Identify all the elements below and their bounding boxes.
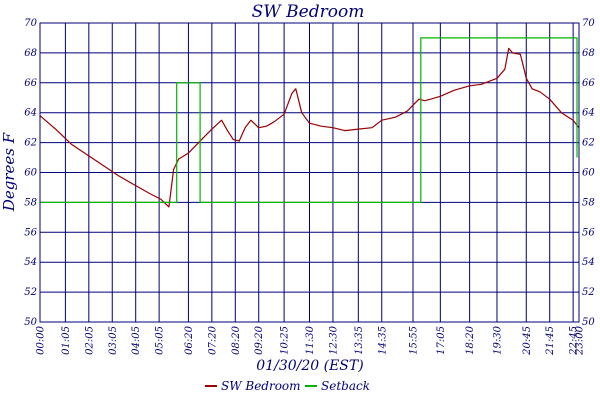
y-tick-label-right: 68 bbox=[582, 48, 595, 59]
x-tick-label: 01:05 bbox=[61, 326, 72, 355]
x-tick-label: 11:30 bbox=[305, 325, 316, 354]
legend: SW Bedroom Setback bbox=[205, 379, 370, 393]
y-tick-label: 52 bbox=[24, 287, 37, 298]
x-tick-label: 08:20 bbox=[231, 325, 242, 354]
x-tick-label: 17:05 bbox=[436, 326, 447, 355]
x-tick-label: 22:45 bbox=[569, 326, 580, 356]
y-tick-label-right: 62 bbox=[582, 138, 595, 149]
x-tick-label: 14:35 bbox=[377, 326, 388, 355]
plot-frame bbox=[39, 22, 580, 323]
x-tick-labels: 00:00 01:05 02:05 03:05 04:05 05:05 06:20 07:20… bbox=[36, 325, 586, 355]
y-tick-label: 50 bbox=[24, 317, 37, 328]
x-tick-label: 03:05 bbox=[108, 326, 119, 355]
x-tick-label: 21:45 bbox=[545, 326, 556, 356]
x-tick-label: 20:45 bbox=[522, 326, 533, 356]
x-tick-label: 06:20 bbox=[184, 325, 195, 354]
x-tick-label: 13:35 bbox=[354, 326, 365, 355]
x-tick-label: 00:00 bbox=[36, 325, 47, 354]
x-tick-label: 05:05 bbox=[155, 326, 166, 355]
y-tick-labels-right: 50 52 54 56 58 60 62 64 66 68 70 bbox=[582, 18, 595, 328]
x-tick-label: 10:25 bbox=[280, 326, 291, 355]
y-tick-label: 60 bbox=[24, 168, 37, 179]
y-axis-label: Degrees F bbox=[0, 132, 18, 212]
y-tick-label-right: 56 bbox=[582, 227, 595, 238]
x-tick-label: 12:30 bbox=[328, 325, 339, 354]
y-tick-label: 64 bbox=[24, 108, 37, 119]
x-tick-label: 18:20 bbox=[465, 325, 476, 354]
chart-title: SW Bedroom bbox=[252, 2, 365, 22]
legend-label: Setback bbox=[321, 379, 370, 393]
grid bbox=[39, 22, 580, 323]
y-tick-label: 68 bbox=[24, 48, 37, 59]
y-tick-label-right: 64 bbox=[582, 108, 595, 119]
x-tick-label: 23:00 bbox=[575, 325, 586, 355]
y-tick-label: 70 bbox=[24, 18, 37, 29]
x-tick-label: 07:20 bbox=[207, 325, 218, 354]
y-tick-label-right: 50 bbox=[582, 317, 595, 328]
series-line-1 bbox=[40, 37, 578, 203]
y-tick-label-right: 52 bbox=[582, 287, 595, 298]
x-tick-label: 02:05 bbox=[84, 326, 95, 355]
y-tick-label-right: 70 bbox=[582, 18, 595, 29]
y-tick-label: 66 bbox=[24, 78, 37, 89]
y-tick-label: 58 bbox=[24, 197, 37, 208]
legend-label: SW Bedroom bbox=[221, 379, 301, 393]
y-tick-label: 62 bbox=[24, 138, 37, 149]
x-tick-label: 15:55 bbox=[409, 326, 420, 355]
y-tick-label-right: 60 bbox=[582, 168, 595, 179]
y-tick-label: 54 bbox=[24, 257, 37, 268]
series-line-0 bbox=[39, 47, 580, 208]
x-tick-label: 19:30 bbox=[492, 325, 503, 354]
y-tick-label: 56 bbox=[24, 227, 37, 238]
y-tick-label-right: 58 bbox=[582, 197, 595, 208]
y-tick-labels-left: 50 52 54 56 58 60 62 64 66 68 70 bbox=[24, 18, 37, 328]
x-tick-label: 04:05 bbox=[131, 326, 142, 355]
y-tick-label-right: 66 bbox=[582, 78, 595, 89]
x-tick-label: 09:20 bbox=[254, 325, 265, 354]
x-axis-label: 01/30/20 (EST) bbox=[256, 358, 363, 374]
series-lines bbox=[39, 37, 580, 208]
y-tick-label-right: 54 bbox=[582, 257, 595, 268]
